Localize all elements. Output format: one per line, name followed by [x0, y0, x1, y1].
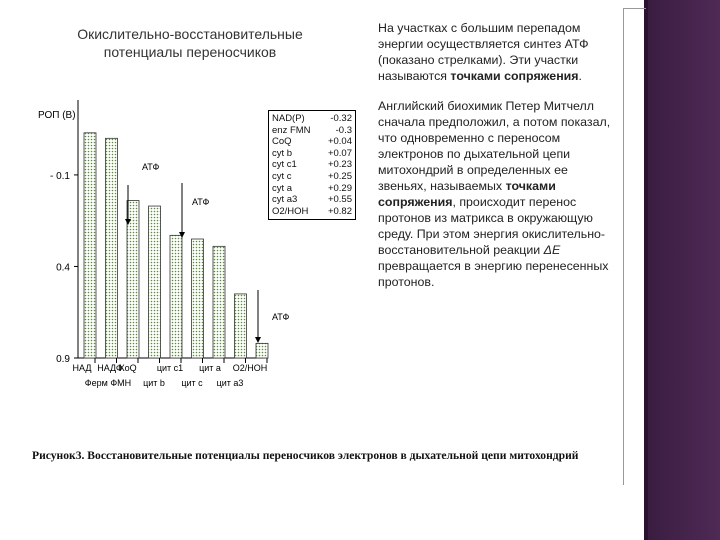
legend-carrier: cyt c — [272, 170, 292, 182]
bar — [191, 238, 204, 359]
paragraph-1-text: На участках с большим перепадом энергии … — [378, 21, 589, 83]
legend-row: cyt c +0.25 — [272, 171, 352, 183]
bar — [83, 132, 97, 359]
bar — [212, 245, 226, 359]
category-label: НАДФ — [97, 363, 123, 373]
chart-title: Окислительно-восстановительные потенциал… — [40, 25, 340, 61]
paragraph-2-bold: точками сопряжения — [378, 179, 556, 209]
legend-row: cyt a3 +0.55 — [272, 194, 352, 206]
category-label: цит b — [143, 378, 165, 388]
sidebar-stripe — [644, 0, 648, 540]
paragraph-2-end: превращается в энергию перенесенных прот… — [378, 259, 609, 289]
paragraph-2-text-2: , происходит перенос протонов из матрикс… — [378, 195, 606, 257]
legend-carrier: cyt b — [272, 147, 293, 159]
legend-carrier: cyt c1 — [272, 159, 297, 171]
legend-potential: +0.82 — [327, 205, 352, 217]
y-tick-label: 0.4 — [56, 262, 70, 273]
y-axis-label: РОП (В) — [38, 110, 76, 121]
category-label: НАД — [73, 363, 92, 373]
atp-label: АТФ — [142, 162, 159, 172]
legend-potential: +0.29 — [327, 182, 352, 194]
legend-carrier: cyt a — [272, 182, 293, 194]
category-label: КоQ — [119, 363, 136, 373]
category-label: цит а — [199, 363, 221, 373]
legend-row: cyt c1 +0.23 — [272, 159, 352, 171]
bar — [255, 342, 269, 359]
paragraph-1: На участках с большим перепадом энергии … — [378, 20, 618, 84]
bar — [105, 137, 118, 359]
legend-potential: +0.23 — [327, 159, 352, 171]
legend-carrier: CoQ — [272, 136, 292, 148]
atp-label: АТФ — [192, 197, 209, 207]
legend-row: O2/HOH +0.82 — [272, 206, 352, 218]
explanation-text: На участках с большим перепадом энергии … — [378, 20, 618, 304]
category-label: Ферм ФМН — [85, 378, 131, 388]
atp-label: АТФ — [272, 312, 289, 322]
category-label: цит c — [181, 378, 203, 388]
chart-title-line2: потенциалы переносчиков — [103, 44, 277, 60]
redox-potential-table: NAD(P) -0.32 enz FMN -0.3 CoQ +0.04 cyt b +0.07… — [268, 110, 356, 221]
legend-row: enz FMN -0.3 — [272, 125, 352, 137]
bar — [169, 234, 183, 359]
category-label: O2/НОН — [233, 363, 268, 373]
category-label: цит а3 — [217, 378, 244, 388]
legend-carrier: enz FMN — [272, 124, 311, 136]
bar — [126, 200, 140, 359]
legend-potential: +0.04 — [327, 136, 352, 148]
legend-row: NAD(P) -0.32 — [272, 113, 352, 125]
y-tick-label: - 0.1 — [50, 171, 70, 182]
legend-potential: +0.25 — [327, 170, 352, 182]
bar — [148, 205, 161, 359]
legend-potential: -0.3 — [335, 124, 352, 136]
paragraph-2-text: Английский биохимик Петер Митчелл сначал… — [378, 99, 611, 193]
slide-frame — [623, 8, 646, 485]
legend-row: cyt a +0.29 — [272, 183, 352, 195]
delta-e-symbol: ΔE — [543, 243, 561, 257]
y-tick-label: 0.9 — [56, 354, 70, 365]
sidebar — [644, 0, 720, 540]
figure-caption: Рисунок3. Восстановительные потенциалы п… — [32, 449, 579, 462]
paragraph-2: Английский биохимик Петер Митчелл сначал… — [378, 98, 618, 290]
legend-potential: +0.07 — [327, 147, 352, 159]
legend-carrier: cyt a3 — [272, 194, 298, 206]
legend-potential: +0.55 — [327, 194, 352, 206]
category-label: цит c1 — [157, 363, 183, 373]
bar — [234, 293, 247, 359]
legend-carrier: NAD(P) — [272, 113, 305, 124]
chart-title-line1: Окислительно-восстановительные — [77, 26, 303, 42]
legend-potential: -0.32 — [330, 113, 352, 124]
legend-row: cyt b +0.07 — [272, 148, 352, 160]
legend-carrier: O2/HOH — [272, 205, 309, 217]
paragraph-1-end: . — [578, 69, 582, 83]
paragraph-1-bold: точками сопряжения — [450, 69, 579, 83]
legend-row: CoQ +0.04 — [272, 136, 352, 148]
